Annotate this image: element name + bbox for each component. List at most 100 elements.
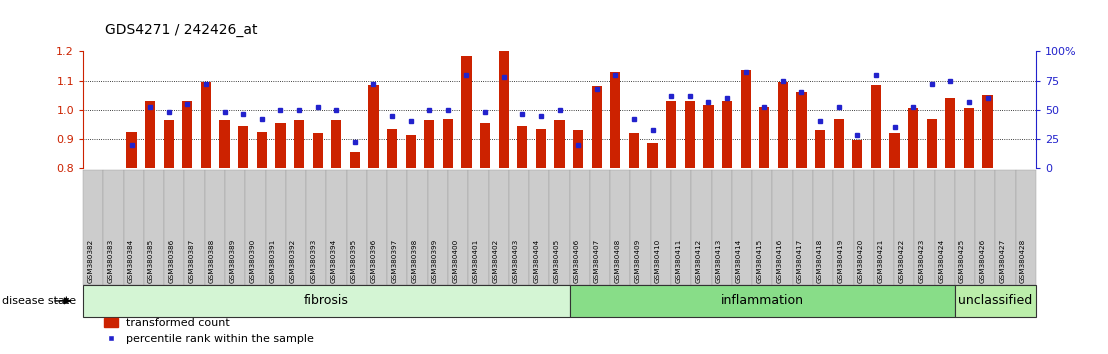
Bar [238, 126, 248, 168]
Text: GSM380422: GSM380422 [899, 239, 904, 283]
Bar [704, 105, 714, 168]
Text: GSM380417: GSM380417 [797, 239, 803, 283]
Text: GSM380402: GSM380402 [493, 239, 499, 283]
Bar [647, 143, 658, 168]
Bar [517, 126, 527, 168]
Text: GSM380412: GSM380412 [696, 239, 701, 283]
Text: fibrosis: fibrosis [304, 295, 349, 307]
Text: inflammation: inflammation [721, 295, 803, 307]
Bar [722, 101, 732, 168]
Text: GSM380408: GSM380408 [614, 239, 620, 283]
Bar [480, 123, 490, 168]
Bar [685, 101, 695, 168]
Bar [536, 129, 546, 168]
Bar [443, 119, 453, 168]
Bar [629, 133, 639, 168]
Text: GSM380421: GSM380421 [878, 239, 884, 283]
Text: GSM380407: GSM380407 [594, 239, 601, 283]
Text: GSM380389: GSM380389 [229, 239, 235, 283]
Text: GSM380414: GSM380414 [736, 239, 742, 283]
Bar [219, 120, 229, 168]
Bar [945, 98, 955, 168]
Bar [797, 92, 807, 168]
Bar [424, 120, 434, 168]
Text: GSM380392: GSM380392 [290, 239, 296, 283]
Text: unclassified: unclassified [958, 295, 1033, 307]
Bar [182, 101, 193, 168]
Text: GSM380385: GSM380385 [148, 239, 154, 283]
Text: GSM380393: GSM380393 [310, 239, 316, 283]
Text: GSM380386: GSM380386 [168, 239, 174, 283]
Bar [983, 95, 993, 168]
Bar [907, 108, 919, 168]
Bar [611, 72, 620, 168]
Text: GSM380397: GSM380397 [391, 239, 398, 283]
Text: GSM380391: GSM380391 [269, 239, 276, 283]
Bar [461, 56, 472, 168]
Bar [890, 133, 900, 168]
Bar [926, 119, 937, 168]
Text: GSM380405: GSM380405 [554, 239, 560, 283]
Bar [350, 152, 360, 168]
Text: GSM380394: GSM380394 [330, 239, 337, 283]
Bar [778, 82, 788, 168]
Bar [257, 132, 267, 168]
Bar [406, 135, 416, 168]
Text: GSM380420: GSM380420 [858, 239, 863, 283]
Bar [331, 120, 341, 168]
Text: GSM380382: GSM380382 [88, 239, 93, 283]
Text: GSM380409: GSM380409 [635, 239, 640, 283]
Bar [740, 70, 751, 168]
Bar [852, 141, 862, 168]
Bar [126, 132, 136, 168]
Text: GSM380400: GSM380400 [452, 239, 459, 283]
Text: GSM380399: GSM380399 [432, 239, 438, 283]
Bar [164, 120, 174, 168]
Text: GSM380416: GSM380416 [777, 239, 782, 283]
Text: GSM380384: GSM380384 [127, 239, 134, 283]
Text: GSM380427: GSM380427 [999, 239, 1006, 283]
Text: GSM380411: GSM380411 [675, 239, 681, 283]
Text: GSM380419: GSM380419 [838, 239, 843, 283]
Text: GSM380406: GSM380406 [574, 239, 579, 283]
Text: GSM380413: GSM380413 [716, 239, 721, 283]
Bar [815, 130, 825, 168]
Text: disease state: disease state [2, 296, 76, 306]
Text: GSM380396: GSM380396 [371, 239, 377, 283]
Bar [294, 120, 304, 168]
Text: GSM380415: GSM380415 [757, 239, 762, 283]
Bar [201, 82, 212, 168]
Text: GSM380428: GSM380428 [1019, 239, 1026, 283]
Bar [499, 51, 509, 168]
Bar [666, 101, 676, 168]
Text: GSM380388: GSM380388 [209, 239, 215, 283]
Text: GSM380398: GSM380398 [411, 239, 418, 283]
Text: GSM380387: GSM380387 [188, 239, 195, 283]
Bar [573, 130, 583, 168]
Bar [145, 101, 155, 168]
Bar [368, 85, 379, 168]
Bar [759, 107, 769, 168]
Bar [592, 86, 602, 168]
Bar [387, 129, 397, 168]
Bar [554, 120, 565, 168]
Text: GSM380404: GSM380404 [533, 239, 540, 283]
Text: GSM380426: GSM380426 [979, 239, 985, 283]
Legend: transformed count, percentile rank within the sample: transformed count, percentile rank withi… [100, 314, 319, 348]
Text: GSM380390: GSM380390 [249, 239, 256, 283]
Bar [871, 85, 881, 168]
Text: GSM380395: GSM380395 [351, 239, 357, 283]
Bar [312, 133, 322, 168]
Text: GSM380425: GSM380425 [960, 239, 965, 283]
Text: GDS4271 / 242426_at: GDS4271 / 242426_at [105, 23, 258, 37]
Bar [275, 123, 286, 168]
Bar [964, 108, 974, 168]
Text: GSM380424: GSM380424 [938, 239, 945, 283]
Text: GSM380383: GSM380383 [107, 239, 113, 283]
Text: GSM380418: GSM380418 [817, 239, 823, 283]
Text: GSM380403: GSM380403 [513, 239, 519, 283]
Text: GSM380423: GSM380423 [919, 239, 924, 283]
Text: GSM380401: GSM380401 [472, 239, 479, 283]
Text: GSM380410: GSM380410 [655, 239, 660, 283]
Bar [833, 119, 844, 168]
